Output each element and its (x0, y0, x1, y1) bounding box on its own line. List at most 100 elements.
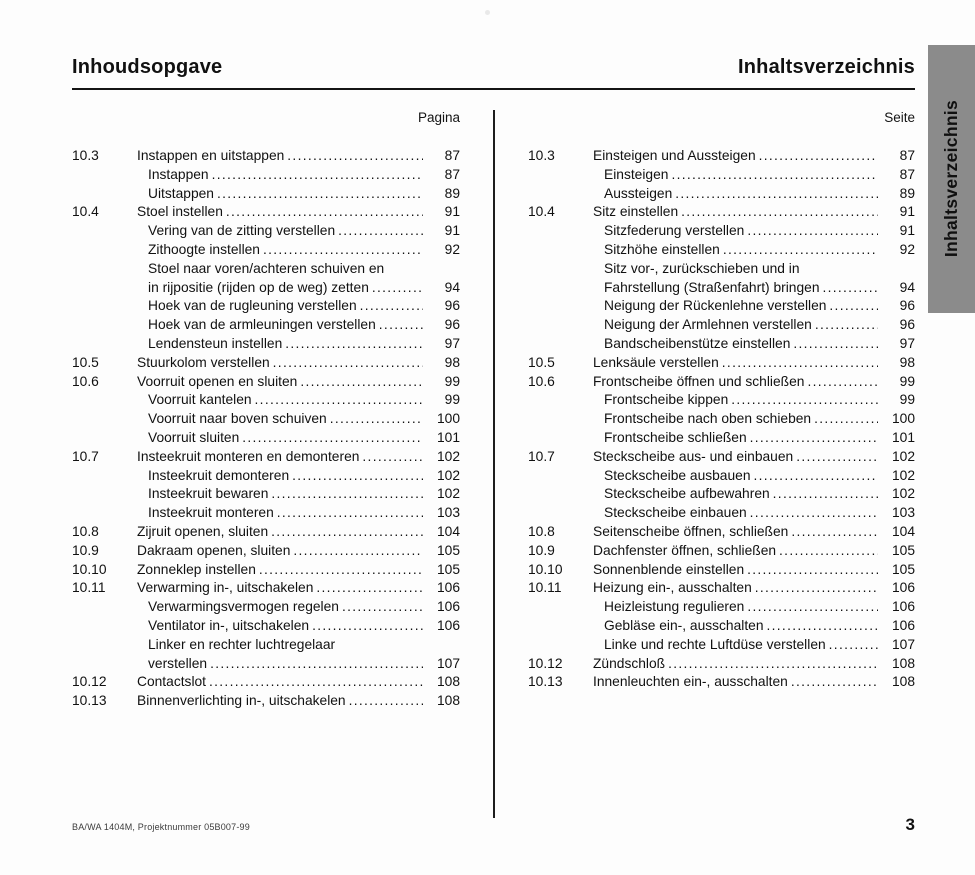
toc-row: 10.3 Einsteigen und Aussteigen 87 (528, 147, 915, 166)
toc-entry-title: Sitzhöhe einstellen (604, 241, 720, 257)
toc-row: Stoel naar voren/achteren schuiven en (72, 260, 460, 279)
dot-leader (747, 561, 878, 580)
toc-page-number: 99 (899, 392, 915, 408)
dot-leader (342, 598, 423, 617)
dot-leader (271, 523, 423, 542)
toc-page-number: 87 (444, 166, 460, 182)
toc-page-number: 91 (899, 223, 915, 239)
toc-page-number: 91 (899, 204, 915, 220)
toc-entry-title: Vering van de zitting verstellen (148, 223, 336, 239)
toc-page-number: 104 (436, 523, 460, 539)
dot-leader (829, 297, 878, 316)
toc-entry-title: Frontscheibe nach oben schieben (604, 411, 812, 427)
dot-leader (209, 673, 423, 692)
toc-section-number: 10.13 (72, 693, 107, 709)
toc-page-number: 108 (891, 655, 915, 671)
toc-row: Insteekruit bewaren 102 (72, 485, 460, 504)
dot-leader (823, 279, 879, 298)
toc-section-number: 10.10 (72, 561, 107, 577)
toc-page-number: 96 (899, 298, 915, 314)
toc-row: Zithoogte instellen 92 (72, 241, 460, 260)
toc-page-number: 106 (436, 599, 460, 615)
dot-leader (793, 335, 878, 354)
toc-page-number: 100 (891, 411, 915, 427)
toc-section-number: 10.6 (528, 373, 555, 389)
toc-entry-title: Voorruit naar boven schuiven (148, 411, 327, 427)
toc-entry-title: Linker en rechter luchtregelaar (148, 636, 336, 652)
dot-leader (285, 335, 423, 354)
dot-leader (773, 485, 878, 504)
dot-leader (750, 429, 878, 448)
toc-row: Lendensteun instellen 97 (72, 335, 460, 354)
toc-page-number: 96 (899, 317, 915, 333)
toc-page-number: 96 (444, 298, 460, 314)
toc-row: 10.3 Instappen en uitstappen 87 (72, 147, 460, 166)
toc-page-number: 102 (891, 448, 915, 464)
dot-leader (779, 542, 878, 561)
dot-leader (338, 222, 423, 241)
toc-entry-title: Verwarmingsvermogen regelen (148, 599, 339, 615)
toc-row: Frontscheibe nach oben schieben 100 (528, 410, 915, 429)
toc-page-number: 97 (444, 335, 460, 351)
toc-page-number: 94 (899, 279, 915, 295)
toc-row: 10.9 Dachfenster öffnen, schließen 105 (528, 542, 915, 561)
dot-leader (300, 373, 423, 392)
dot-leader (675, 185, 878, 204)
toc-page-number: 92 (444, 241, 460, 257)
toc-page-number: 99 (444, 373, 460, 389)
dot-leader (722, 354, 878, 373)
toc-section-number: 10.7 (528, 448, 555, 464)
toc-page-number: 102 (891, 467, 915, 483)
toc-page-number: 99 (444, 392, 460, 408)
toc-page-number: 106 (891, 617, 915, 633)
toc-entry-title: Zijruit openen, sluiten (137, 523, 269, 539)
toc-row: Aussteigen 89 (528, 185, 915, 204)
document-reference-note: BA/WA 1404M, Projektnummer 05B007-99 (72, 822, 250, 832)
toc-row: Voorruit sluiten 101 (72, 429, 460, 448)
dot-leader (292, 467, 423, 486)
toc-page-number: 103 (436, 505, 460, 521)
toc-page-number: 94 (444, 279, 460, 295)
toc-entry-title: Frontscheibe schließen (604, 429, 747, 445)
toc-entry-title: Aussteigen (604, 185, 673, 201)
page-title-dutch: Inhoudsopgave (72, 56, 223, 78)
toc-row: Sitzhöhe einstellen 92 (528, 241, 915, 260)
toc-row: 10.13 Innenleuchten ein-, ausschalten 108 (528, 673, 915, 692)
column-label-pagina: Pagina (417, 110, 460, 125)
toc-entry-title: Bandscheibenstütze einstellen (604, 335, 791, 351)
toc-entry-title: Innenleuchten ein-, ausschalten (593, 674, 788, 690)
toc-section-number: 10.11 (528, 580, 562, 596)
dot-leader (277, 504, 423, 523)
dot-leader (747, 222, 878, 241)
toc-entry-title: Hoek van de armleuningen verstellen (148, 317, 376, 333)
dot-leader (767, 617, 878, 636)
toc-page-number: 87 (444, 148, 460, 163)
toc-entry-title: Insteekruit monteren (148, 505, 274, 521)
toc-page-number: 92 (899, 241, 915, 257)
toc-row: Sitz vor-, zurückschieben und in (528, 260, 915, 279)
toc-entry-title: Insteekruit bewaren (148, 486, 269, 502)
toc-row: 10.12 Zündschloß 108 (528, 655, 915, 674)
toc-section-number: 10.8 (528, 523, 555, 539)
column-divider (493, 110, 495, 818)
dot-leader (273, 354, 423, 373)
toc-page-number: 106 (436, 580, 460, 596)
dot-leader (217, 185, 423, 204)
toc-entry-title: Voorruit kantelen (148, 392, 252, 408)
toc-row: 10.11 Heizung ein-, ausschalten 106 (528, 579, 915, 598)
toc-section-number: 10.6 (72, 373, 99, 389)
toc-row: Neigung der Rückenlehne verstellen 96 (528, 297, 915, 316)
page-title-german: Inhaltsverzeichnis (738, 56, 915, 78)
toc-page-number: 91 (444, 204, 460, 220)
toc-entry-title: Sitz einstellen (593, 204, 679, 220)
toc-row: 10.6 Voorruit openen en sluiten 99 (72, 373, 460, 392)
toc-page-number: 105 (436, 561, 460, 577)
dot-leader (759, 147, 878, 166)
toc-entry-title: Steckscheibe aus- und einbauen (593, 448, 794, 464)
dot-leader (372, 279, 423, 298)
toc-entry-title: Stoel naar voren/achteren schuiven en (148, 260, 385, 276)
toc-row: Neigung der Armlehnen verstellen 96 (528, 316, 915, 335)
page-number: 3 (905, 815, 915, 834)
dot-leader (312, 617, 423, 636)
toc-page-number: 91 (444, 223, 460, 239)
